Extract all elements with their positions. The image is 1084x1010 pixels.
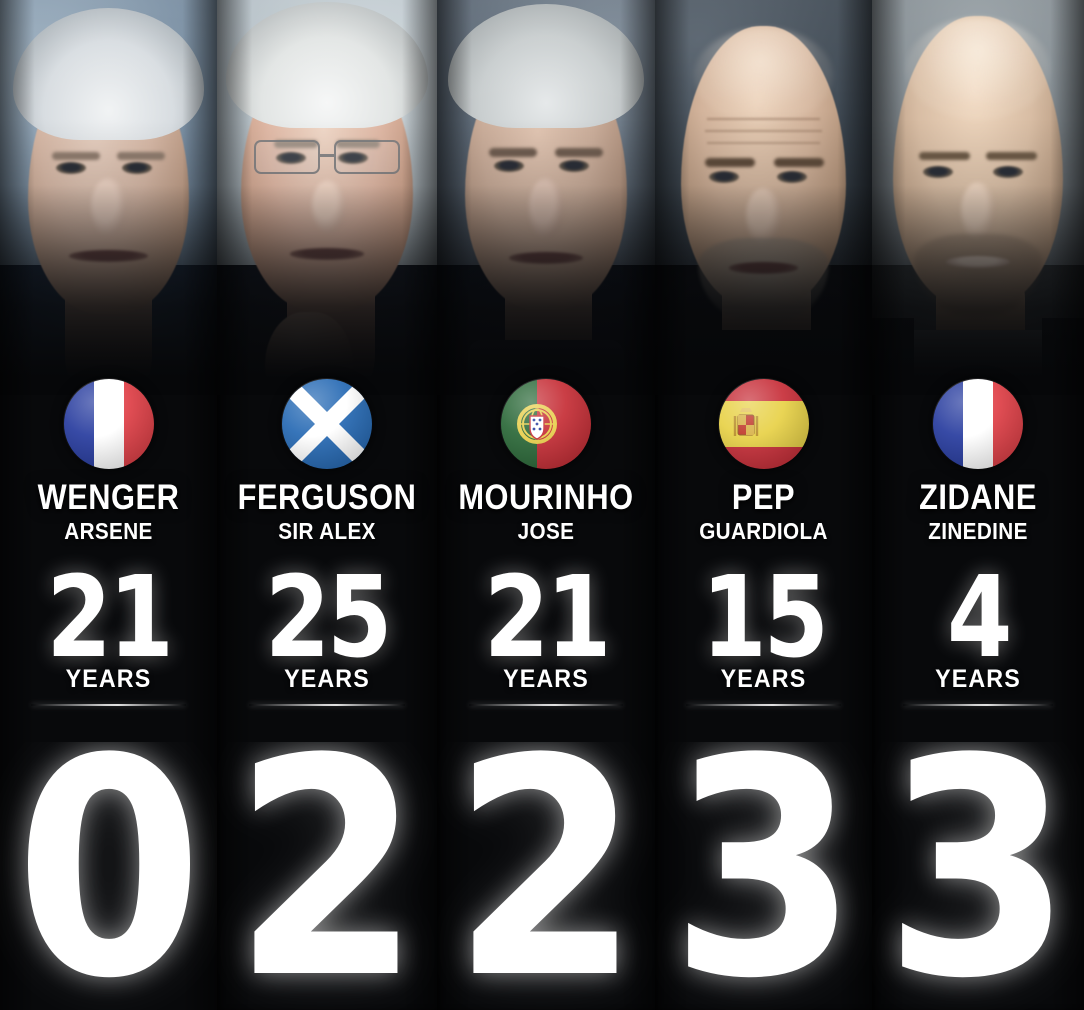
portrait-photo-ferguson bbox=[217, 0, 437, 395]
tenure-years-number: 21 bbox=[483, 553, 612, 683]
trophy-count-wrap: 2 bbox=[217, 742, 437, 1010]
manager-text-block: FERGUSON SIR ALEX 25 YEARS bbox=[217, 480, 437, 706]
flag-portugal-icon bbox=[500, 378, 592, 470]
trophy-count-number: 3 bbox=[884, 742, 1072, 1010]
manager-firstname: JOSE bbox=[517, 518, 575, 544]
manager-surname: WENGER bbox=[37, 478, 180, 517]
tenure-years-number: 21 bbox=[46, 553, 174, 683]
manager-firstname: ZINEDINE bbox=[928, 518, 1028, 544]
manager-text-block: WENGER ARSENE 21 YEARS bbox=[0, 480, 217, 706]
trophy-count-wrap: 2 bbox=[437, 742, 655, 1010]
manager-surname: ZIDANE bbox=[919, 478, 1037, 517]
manager-text-block: ZIDANE ZINEDINE 4 YEARS bbox=[872, 480, 1084, 706]
flag-france-icon bbox=[62, 378, 155, 470]
tenure-years-label: YEARS bbox=[65, 664, 152, 693]
manager-panel-mourinho: MOURINHO JOSE 21 YEARS 2 bbox=[437, 0, 655, 1010]
manager-panel-zidane: ZIDANE ZINEDINE 4 YEARS 3 bbox=[872, 0, 1084, 1010]
portrait-photo-zidane bbox=[872, 0, 1084, 395]
manager-surname: MOURINHO bbox=[458, 478, 634, 517]
divider-line bbox=[902, 703, 1054, 706]
tenure-years-number: 15 bbox=[701, 553, 829, 683]
trophy-count-wrap: 0 bbox=[0, 742, 217, 1010]
divider-line bbox=[31, 703, 186, 706]
manager-firstname: SIR ALEX bbox=[278, 518, 376, 544]
trophy-count-wrap: 3 bbox=[872, 742, 1084, 1010]
divider-line bbox=[248, 703, 406, 706]
trophy-count-number: 2 bbox=[452, 742, 640, 1010]
manager-text-block: PEP GUARDIOLA 15 YEARS bbox=[655, 480, 872, 706]
manager-surname: PEP bbox=[731, 478, 796, 517]
manager-panel-pep: PEP GUARDIOLA 15 YEARS 3 bbox=[655, 0, 872, 1010]
tenure-years-number: 25 bbox=[264, 553, 393, 683]
portrait-photo-wenger bbox=[0, 0, 217, 395]
tenure-years-number: 4 bbox=[946, 553, 1012, 683]
tenure-years-label: YEARS bbox=[284, 664, 370, 693]
manager-panel-wenger: WENGER ARSENE 21 YEARS 0 bbox=[0, 0, 217, 1010]
flag-scotland-icon bbox=[281, 378, 373, 470]
trophy-count-number: 2 bbox=[233, 742, 421, 1010]
manager-panel-ferguson: FERGUSON SIR ALEX 25 YEARS 2 bbox=[217, 0, 437, 1010]
trophy-count-number: 0 bbox=[14, 742, 203, 1010]
trophy-count-wrap: 3 bbox=[655, 742, 872, 1010]
manager-text-block: MOURINHO JOSE 21 YEARS bbox=[437, 480, 655, 706]
trophy-count-number: 3 bbox=[669, 742, 858, 1010]
flag-spain-icon bbox=[717, 378, 810, 470]
tenure-years-label: YEARS bbox=[720, 664, 807, 693]
flag-france-icon bbox=[932, 378, 1024, 470]
manager-firstname: ARSENE bbox=[64, 518, 153, 544]
tenure-years-label: YEARS bbox=[503, 664, 589, 693]
manager-firstname: GUARDIOLA bbox=[699, 518, 828, 544]
portrait-photo-pep bbox=[655, 0, 872, 395]
manager-surname: FERGUSON bbox=[237, 478, 417, 517]
portrait-photo-mourinho bbox=[437, 0, 655, 395]
divider-line bbox=[468, 703, 624, 706]
tenure-years-label: YEARS bbox=[935, 664, 1021, 693]
divider-line bbox=[686, 703, 841, 706]
